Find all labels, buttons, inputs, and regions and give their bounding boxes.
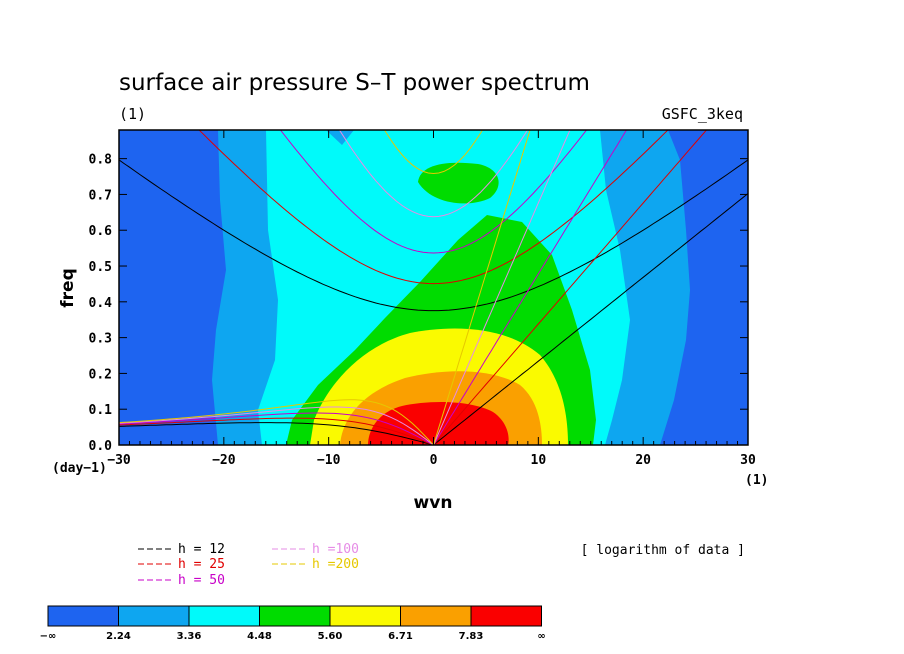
x-tick-label: 30 [740,453,756,468]
plot-area [119,130,748,445]
inertio-gravity-curve-h200 [384,130,483,175]
rossby-curve-h50 [119,412,434,445]
kelvin-curve-h200 [433,130,531,445]
kelvin-curve-h50 [433,130,628,445]
inertio-gravity-curve-h50 [279,130,588,254]
x-tick-label: 20 [635,453,651,468]
kelvin-curve-h12 [433,193,748,445]
colorbar-swatch [47,605,119,627]
x-tick-label: 0 [430,453,438,468]
legend-label: h =200 [312,557,359,572]
x-tick-label: −30 [107,453,131,468]
colorbar-label: 6.71 [388,631,413,642]
y-tick-label: 0.1 [89,403,113,418]
rossby-curve-h100 [119,406,434,445]
y-tick-label: 0.8 [89,153,113,168]
colorbar: −∞ 2.24 3.36 4.48 5.60 6.71 7.83 ∞ [40,605,546,642]
y-tick-label: 0.6 [89,224,113,239]
chart-subtitle-left: (1) [119,105,146,123]
legend-label: h = 12 [178,542,225,557]
colorbar-label: ∞ [537,631,545,642]
legend-label: h = 50 [178,573,225,588]
colorbar-swatch [259,605,331,627]
inertio-gravity-curve-h25 [198,130,669,285]
y-tick-label: 0.0 [89,439,113,454]
inertio-gravity-curve-h12 [119,159,748,312]
colorbar-swatch [118,605,190,627]
colorbar-swatch [329,605,401,627]
chart-title: surface air pressure S–T power spectrum [119,70,590,96]
colorbar-swatch [400,605,472,627]
colorbar-swatch [188,605,260,627]
colorbar-label: 3.36 [177,631,202,642]
y-tick-label: 0.2 [89,367,112,382]
y-tick-label: 0.7 [89,188,112,203]
colorbar-label: −∞ [40,631,57,642]
axes: −30 −20 −10 0 10 20 30 0.0 0.1 0.2 0.3 0.4 0.5 0.6 0.7… [89,130,756,468]
colorbar-label: 7.83 [459,631,484,642]
colorbar-label: 4.48 [247,631,272,642]
x-tick-label: −20 [212,453,236,468]
kelvin-curve-h100 [433,130,571,445]
rossby-curve-h25 [119,417,434,445]
kelvin-curve-h25 [433,130,708,445]
y-tick-label: 0.5 [89,260,112,275]
y-unit-label: (day−1) [52,461,107,476]
data-note: [ logarithm of data ] [581,543,745,558]
x-tick-label: 10 [531,453,547,468]
y-axis-label: freq [58,268,78,307]
legend-label: h =100 [312,542,359,557]
colorbar-label: 2.24 [106,631,131,642]
rossby-curve-h12 [119,422,434,445]
colorbar-label: 5.60 [318,631,343,642]
inertio-gravity-curve-h100 [338,130,529,218]
x-tick-label: −10 [317,453,341,468]
dispersion-curves [119,130,748,445]
x-axis-label: wvn [414,493,453,513]
chart-subtitle-right: GSFC_3keq [662,105,743,123]
legend-label: h = 25 [178,557,225,572]
colorbar-swatch [470,605,542,627]
y-tick-label: 0.4 [89,296,113,311]
rossby-curve-h200 [119,399,434,445]
y-tick-label: 0.3 [89,332,112,347]
x-unit-label: (1) [745,473,768,488]
